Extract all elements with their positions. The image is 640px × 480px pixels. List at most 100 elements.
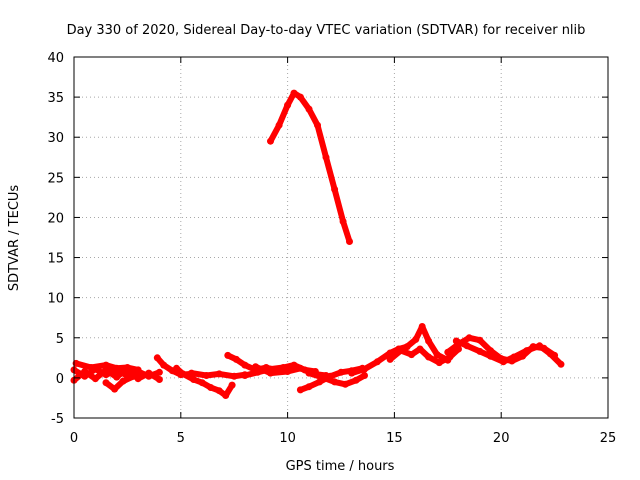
series-3 — [267, 89, 353, 245]
data-point — [111, 385, 119, 393]
data-point — [499, 358, 507, 366]
data-point — [232, 355, 240, 363]
tick-marks — [73, 56, 609, 419]
data-point — [425, 353, 433, 361]
data-point — [290, 89, 298, 97]
data-point — [418, 323, 426, 330]
data-point — [314, 121, 321, 129]
data-point — [228, 381, 236, 389]
y-tick-labels: -5 0 5 10 15 20 25 30 35 40 — [47, 51, 64, 427]
data-point — [155, 368, 163, 376]
series-2 — [348, 323, 565, 377]
data-point — [296, 93, 304, 101]
data-point — [403, 343, 411, 351]
data-point — [352, 376, 360, 384]
data-point — [252, 363, 260, 371]
data-point — [433, 351, 441, 359]
data-point — [296, 386, 304, 394]
y-tick-label: 40 — [47, 51, 64, 66]
data-point — [341, 380, 349, 388]
plot-frame — [73, 56, 609, 419]
series-track — [103, 373, 137, 393]
data-point — [322, 153, 330, 161]
y-tick-label: 15 — [47, 252, 64, 267]
data-point — [346, 238, 353, 245]
data-point — [331, 185, 339, 193]
data-point — [465, 334, 473, 342]
data-point — [202, 372, 210, 379]
data-point — [241, 361, 249, 369]
data-point — [318, 373, 326, 381]
data-point — [476, 347, 484, 355]
data-point — [361, 365, 368, 373]
data-layer — [70, 89, 565, 399]
data-point — [557, 360, 565, 368]
data-point — [160, 361, 168, 369]
x-tick-label: 10 — [279, 431, 296, 446]
x-axis-label: GPS time / hours — [286, 459, 395, 474]
y-tick-label: 35 — [47, 91, 64, 106]
data-point — [435, 359, 443, 367]
series-track — [453, 338, 564, 368]
data-point — [198, 379, 206, 387]
data-point — [267, 137, 274, 145]
data-point — [452, 337, 460, 345]
y-tick-label: 30 — [47, 131, 64, 146]
data-point — [113, 373, 121, 381]
data-point — [305, 383, 313, 391]
data-point — [224, 351, 232, 359]
data-point — [241, 372, 249, 379]
data-point — [190, 376, 198, 383]
data-point — [339, 218, 347, 225]
data-point — [275, 121, 283, 129]
data-point — [215, 370, 223, 378]
data-point — [331, 378, 339, 386]
data-point — [81, 368, 89, 375]
data-point — [188, 369, 195, 377]
data-point — [523, 347, 531, 355]
data-point — [546, 350, 554, 358]
data-point — [173, 364, 180, 372]
y-axis-label: SDTVAR / TECUs — [7, 185, 22, 292]
data-point — [102, 361, 110, 369]
data-point — [510, 353, 518, 361]
data-point — [536, 342, 544, 350]
data-point — [348, 369, 356, 377]
data-point — [267, 369, 274, 377]
data-point — [487, 352, 494, 360]
data-point — [91, 375, 99, 383]
data-point — [305, 369, 313, 377]
grid — [74, 57, 608, 418]
data-point — [305, 105, 313, 113]
data-point — [207, 384, 215, 391]
data-point — [230, 372, 238, 380]
data-point — [386, 355, 394, 363]
data-point — [222, 392, 230, 399]
y-tick-label: 10 — [47, 292, 64, 307]
data-point — [361, 372, 368, 379]
x-tick-label: 20 — [493, 431, 510, 446]
data-point — [412, 335, 420, 343]
data-point — [215, 387, 223, 395]
data-point — [296, 364, 304, 372]
series-0 — [70, 351, 281, 399]
data-point — [425, 337, 433, 345]
data-point — [416, 345, 424, 353]
data-point — [397, 347, 405, 355]
y-tick-label: 0 — [56, 372, 64, 387]
data-point — [444, 348, 452, 356]
data-point — [463, 342, 471, 350]
y-tick-label: 20 — [47, 211, 64, 226]
chart-title: Day 330 of 2020, Sidereal Day-to-day VTE… — [67, 23, 586, 38]
data-point — [87, 364, 95, 371]
data-point — [130, 372, 138, 380]
data-point — [123, 364, 131, 371]
data-point — [337, 368, 345, 376]
y-tick-label: 5 — [56, 332, 64, 347]
data-point — [476, 336, 484, 344]
y-tick-label: 25 — [47, 171, 64, 186]
data-point — [119, 377, 127, 385]
data-point — [134, 366, 142, 374]
data-point — [155, 376, 163, 383]
